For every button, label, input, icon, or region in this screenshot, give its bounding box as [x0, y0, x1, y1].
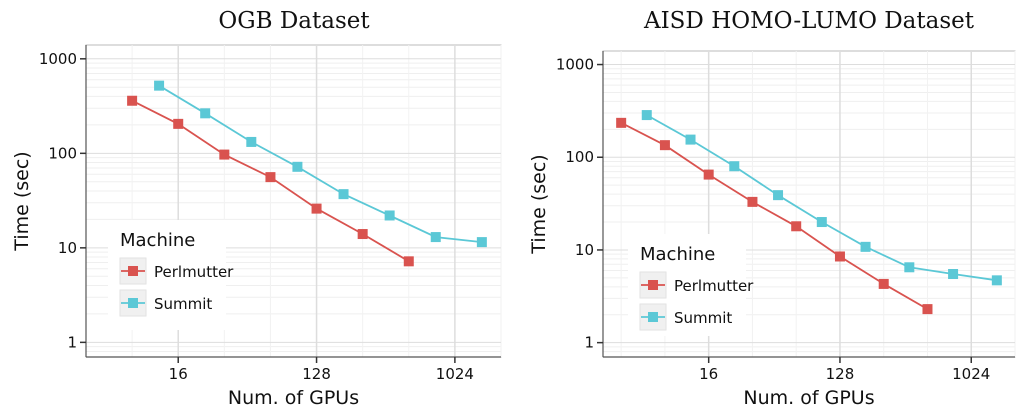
data-point-summit: [948, 269, 959, 280]
legend: Machine Perlmutter Summit: [108, 220, 234, 330]
data-point-summit: [816, 217, 827, 228]
data-point-perlmutter: [357, 229, 368, 240]
y-tick-label: 100: [48, 144, 77, 162]
data-point-perlmutter: [791, 221, 802, 232]
data-point-summit: [154, 80, 165, 91]
data-point-perlmutter: [403, 256, 414, 267]
data-point-perlmutter: [834, 251, 845, 262]
data-point-perlmutter: [878, 278, 889, 289]
data-point-perlmutter: [127, 95, 138, 106]
x-tick-label: 16: [169, 365, 188, 383]
data-point-summit: [476, 237, 487, 248]
data-point-perlmutter: [265, 172, 276, 183]
y-tick-label: 10: [575, 241, 594, 259]
data-point-summit: [991, 275, 1002, 286]
legend-entry-perlmutter: Perlmutter: [154, 263, 234, 281]
x-tick-label: 128: [302, 365, 331, 383]
chart-panel-2: 1 10 100 1000 16 128 1024 AISD HOMO-LUMO Datase…: [528, 8, 1016, 409]
legend-entry-perlmutter: Perlmutter: [674, 277, 754, 295]
x-tick-label: 1024: [436, 365, 474, 383]
x-axis-label: Num. of GPUs: [743, 387, 874, 409]
chart-title: AISD HOMO-LUMO Dataset: [643, 8, 975, 34]
chart-panel-1: 1 10 100 1000 16 128 1024 OGB Dataset Num. of GP…: [11, 8, 502, 409]
x-tick-label: 16: [699, 365, 718, 383]
data-point-summit: [685, 134, 696, 145]
x-tick-label: 128: [826, 365, 855, 383]
y-tick-label: 1000: [556, 56, 594, 74]
x-axis-label: Num. of GPUs: [228, 387, 359, 409]
data-point-perlmutter: [219, 149, 230, 160]
series-line-perlmutter: [620, 121, 928, 310]
data-point-perlmutter: [659, 140, 670, 151]
data-point-perlmutter: [173, 118, 184, 129]
legend: Machine Perlmutter Summit: [628, 234, 754, 336]
data-point-perlmutter: [747, 196, 758, 207]
y-axis-label: Time (sec): [528, 154, 550, 254]
y-tick-label: 1: [67, 333, 77, 351]
data-point-summit: [904, 262, 915, 273]
y-axis-label: Time (sec): [11, 151, 33, 251]
data-point-summit: [246, 136, 257, 147]
y-tick-label: 10: [58, 239, 77, 257]
legend-key-marker: [128, 266, 138, 276]
legend-key-marker: [648, 312, 658, 322]
data-point-perlmutter: [311, 203, 322, 214]
chart-title: OGB Dataset: [218, 8, 370, 34]
data-point-summit: [338, 189, 349, 200]
data-point-perlmutter: [616, 117, 627, 128]
data-point-summit: [641, 110, 652, 121]
y-tick-label: 1000: [39, 50, 77, 68]
x-tick-label: 1024: [952, 365, 990, 383]
series-line-summit: [158, 84, 482, 243]
data-point-perlmutter: [703, 169, 714, 180]
data-point-summit: [773, 190, 784, 201]
data-point-summit: [384, 210, 395, 221]
legend-key-marker: [128, 298, 138, 308]
legend-title: Machine: [120, 230, 195, 251]
legend-entry-summit: Summit: [154, 295, 212, 313]
y-tick-label: 1: [584, 334, 594, 352]
data-point-summit: [860, 241, 871, 252]
legend-key-marker: [648, 280, 658, 290]
data-point-summit: [292, 161, 303, 172]
legend-title: Machine: [640, 244, 715, 265]
data-point-summit: [430, 232, 441, 243]
data-point-perlmutter: [922, 304, 933, 315]
y-tick-label: 100: [565, 148, 594, 166]
data-point-summit: [729, 161, 740, 172]
data-point-summit: [200, 108, 211, 119]
legend-entry-summit: Summit: [674, 309, 732, 327]
